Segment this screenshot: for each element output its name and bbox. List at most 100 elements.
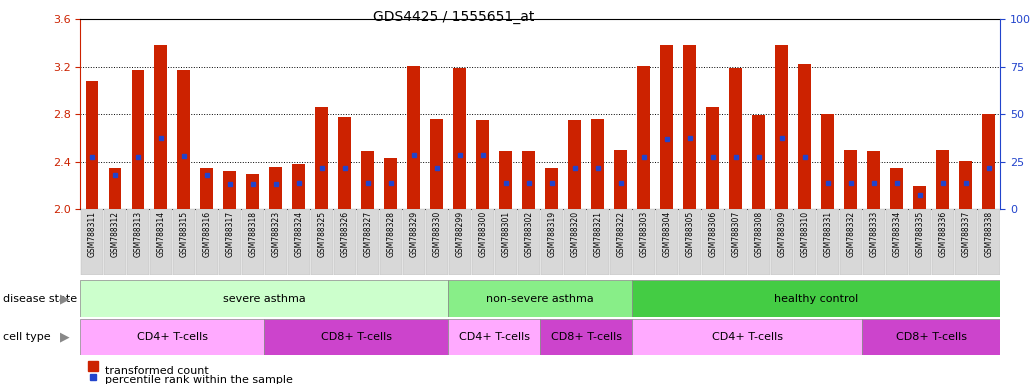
- Text: GSM788306: GSM788306: [709, 211, 717, 258]
- Bar: [132, 70, 144, 209]
- Bar: [729, 68, 742, 209]
- Text: GSM788313: GSM788313: [133, 211, 142, 257]
- Text: GSM788333: GSM788333: [869, 211, 879, 258]
- Text: GSM788330: GSM788330: [433, 211, 441, 258]
- Text: GSM788331: GSM788331: [823, 211, 832, 257]
- Bar: [546, 168, 558, 209]
- Bar: [540, 319, 632, 355]
- Bar: [449, 209, 471, 275]
- Bar: [955, 209, 976, 275]
- Text: GSM788300: GSM788300: [478, 211, 487, 258]
- Text: GSM788328: GSM788328: [386, 211, 396, 257]
- Text: GSM788309: GSM788309: [778, 211, 786, 258]
- Bar: [196, 209, 218, 275]
- Bar: [563, 209, 586, 275]
- Bar: [403, 209, 424, 275]
- Bar: [270, 167, 282, 209]
- Bar: [339, 117, 351, 209]
- Bar: [867, 151, 880, 209]
- Text: GSM788315: GSM788315: [179, 211, 188, 257]
- Text: CD8+ T-cells: CD8+ T-cells: [320, 332, 391, 342]
- Bar: [218, 209, 241, 275]
- Text: GSM788325: GSM788325: [317, 211, 327, 257]
- Text: GSM788314: GSM788314: [157, 211, 166, 257]
- Bar: [265, 319, 448, 355]
- Bar: [610, 209, 631, 275]
- Bar: [821, 114, 834, 209]
- Text: GSM788332: GSM788332: [847, 211, 855, 257]
- Bar: [776, 45, 788, 209]
- Bar: [380, 209, 402, 275]
- Text: severe asthma: severe asthma: [222, 293, 306, 304]
- Bar: [384, 158, 398, 209]
- Bar: [522, 151, 535, 209]
- Bar: [224, 171, 236, 209]
- Bar: [632, 209, 655, 275]
- Text: CD4+ T-cells: CD4+ T-cells: [458, 332, 529, 342]
- Text: GSM788316: GSM788316: [202, 211, 211, 257]
- Text: percentile rank within the sample: percentile rank within the sample: [105, 375, 293, 384]
- Text: GSM788304: GSM788304: [662, 211, 672, 258]
- Bar: [315, 107, 329, 209]
- Bar: [154, 45, 167, 209]
- Bar: [656, 209, 678, 275]
- Bar: [983, 114, 995, 209]
- Bar: [660, 45, 673, 209]
- Bar: [431, 119, 443, 209]
- Bar: [679, 209, 700, 275]
- Text: GSM788305: GSM788305: [685, 211, 694, 258]
- Text: cell type: cell type: [3, 332, 50, 342]
- Bar: [632, 280, 1000, 317]
- Bar: [862, 209, 885, 275]
- Text: GSM788336: GSM788336: [938, 211, 948, 258]
- Text: GSM788322: GSM788322: [616, 211, 625, 257]
- Bar: [448, 319, 540, 355]
- Bar: [959, 161, 972, 209]
- Bar: [817, 209, 838, 275]
- Bar: [707, 107, 719, 209]
- Text: CD8+ T-cells: CD8+ T-cells: [896, 332, 966, 342]
- Bar: [477, 120, 489, 209]
- Bar: [80, 280, 448, 317]
- Bar: [80, 209, 103, 275]
- Bar: [287, 209, 310, 275]
- Bar: [770, 209, 793, 275]
- Bar: [591, 119, 604, 209]
- Bar: [356, 209, 379, 275]
- Text: CD4+ T-cells: CD4+ T-cells: [137, 332, 208, 342]
- Bar: [201, 168, 213, 209]
- Bar: [908, 209, 931, 275]
- Bar: [977, 209, 1000, 275]
- Bar: [614, 150, 627, 209]
- Text: GSM788317: GSM788317: [226, 211, 234, 257]
- Bar: [246, 174, 260, 209]
- Text: GSM788329: GSM788329: [409, 211, 418, 257]
- Bar: [453, 68, 467, 209]
- Bar: [683, 45, 696, 209]
- Bar: [794, 209, 816, 275]
- Bar: [85, 81, 98, 209]
- Bar: [725, 209, 747, 275]
- Bar: [80, 319, 265, 355]
- Bar: [177, 70, 191, 209]
- Bar: [425, 209, 448, 275]
- Text: CD4+ T-cells: CD4+ T-cells: [712, 332, 783, 342]
- Text: GSM788338: GSM788338: [984, 211, 993, 257]
- Text: GSM788307: GSM788307: [731, 211, 741, 258]
- Bar: [541, 209, 562, 275]
- Text: ▶: ▶: [61, 331, 70, 343]
- Text: GSM788321: GSM788321: [593, 211, 603, 257]
- Text: GSM788302: GSM788302: [524, 211, 534, 257]
- Text: GSM788318: GSM788318: [248, 211, 258, 257]
- Bar: [701, 209, 724, 275]
- Bar: [265, 209, 286, 275]
- Bar: [127, 209, 149, 275]
- Text: GSM788334: GSM788334: [892, 211, 901, 258]
- Bar: [494, 209, 517, 275]
- Text: GDS4425 / 1555651_at: GDS4425 / 1555651_at: [373, 10, 534, 23]
- Text: ▶: ▶: [61, 292, 70, 305]
- Text: disease state: disease state: [3, 293, 77, 304]
- Bar: [293, 164, 305, 209]
- Bar: [149, 209, 172, 275]
- Bar: [448, 280, 632, 317]
